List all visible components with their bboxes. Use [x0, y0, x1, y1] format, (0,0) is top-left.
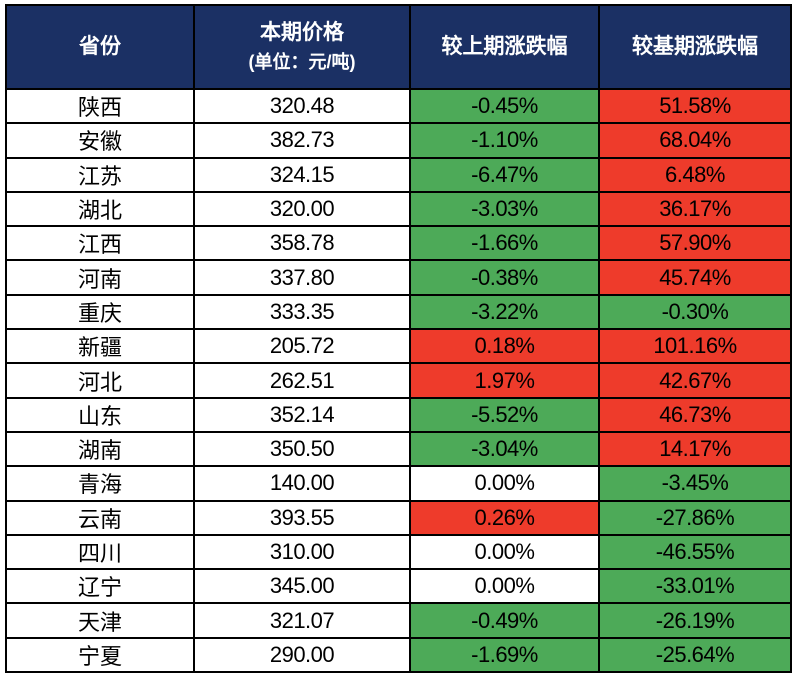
- chg-prev-cell: 0.00%: [409, 533, 600, 571]
- chg-base-cell: -27.86%: [598, 499, 792, 536]
- header-row: 省份 本期价格 (单位：元/吨) 较上期涨跌幅 较基期涨跌幅: [5, 4, 792, 90]
- price-cell: 140.00: [193, 465, 411, 502]
- province-cell: 山东: [5, 396, 195, 433]
- chg-base-cell: -46.55%: [598, 533, 792, 571]
- table-row: 天津 321.07 -0.49% -26.19%: [5, 602, 792, 639]
- chg-base-cell: 14.17%: [598, 430, 792, 468]
- chg-prev-cell: -0.45%: [409, 87, 600, 125]
- price-cell: 382.73: [193, 122, 411, 159]
- chg-prev-cell: 1.97%: [409, 362, 600, 399]
- chg-base-cell: 6.48%: [598, 156, 792, 193]
- table-header: 省份 本期价格 (单位：元/吨) 较上期涨跌幅 较基期涨跌幅: [5, 4, 792, 90]
- chg-prev-cell: -3.22%: [409, 293, 600, 331]
- province-cell: 四川: [5, 533, 195, 571]
- chg-base-cell: -26.19%: [598, 602, 792, 639]
- table-row: 云南 393.55 0.26% -27.86%: [5, 499, 792, 536]
- province-cell: 安徽: [5, 122, 195, 159]
- price-cell: 205.72: [193, 328, 411, 365]
- price-cell: 320.00: [193, 190, 411, 228]
- price-header-unit: (单位：元/吨): [248, 52, 356, 73]
- chg-prev-cell: -1.10%: [409, 122, 600, 159]
- table-row: 陕西 320.48 -0.45% 51.58%: [5, 87, 792, 125]
- table-row: 辽宁 345.00 0.00% -33.01%: [5, 568, 792, 605]
- chg-base-cell: 51.58%: [598, 87, 792, 125]
- chg-prev-cell: 0.00%: [409, 568, 600, 605]
- chg-base-cell: 42.67%: [598, 362, 792, 399]
- province-cell: 辽宁: [5, 568, 195, 605]
- price-cell: 333.35: [193, 293, 411, 331]
- chg-prev-cell: -3.03%: [409, 190, 600, 228]
- table-row: 湖北 320.00 -3.03% 36.17%: [5, 190, 792, 228]
- table-row: 新疆 205.72 0.18% 101.16%: [5, 328, 792, 365]
- col-header-chg-prev: 较上期涨跌幅: [409, 4, 600, 90]
- province-cell: 湖南: [5, 430, 195, 468]
- price-cell: 350.50: [193, 430, 411, 468]
- price-cell: 345.00: [193, 568, 411, 605]
- chg-base-cell: -33.01%: [598, 568, 792, 605]
- table-row: 江西 358.78 -1.66% 57.90%: [5, 225, 792, 262]
- province-cell: 新疆: [5, 328, 195, 365]
- price-cell: 393.55: [193, 499, 411, 536]
- table-row: 江苏 324.15 -6.47% 6.48%: [5, 156, 792, 193]
- chg-base-cell: -0.30%: [598, 293, 792, 331]
- chg-base-cell: 45.74%: [598, 259, 792, 296]
- price-table: 省份 本期价格 (单位：元/吨) 较上期涨跌幅 较基期涨跌幅 陕西 320.48-…: [5, 4, 792, 674]
- chg-prev-cell: -1.66%: [409, 225, 600, 262]
- chg-prev-cell: -1.69%: [409, 636, 600, 674]
- province-cell: 河南: [5, 259, 195, 296]
- chg-prev-cell: -0.38%: [409, 259, 600, 296]
- province-cell: 江苏: [5, 156, 195, 193]
- table-row: 青海 140.00 0.00% -3.45%: [5, 465, 792, 502]
- table-row: 安徽 382.73 -1.10% 68.04%: [5, 122, 792, 159]
- chg-base-cell: 46.73%: [598, 396, 792, 433]
- table-row: 湖南 350.50 -3.04% 14.17%: [5, 430, 792, 468]
- col-header-chg-base: 较基期涨跌幅: [598, 4, 792, 90]
- col-header-province: 省份: [5, 4, 195, 90]
- chg-base-cell: 36.17%: [598, 190, 792, 228]
- province-cell: 云南: [5, 499, 195, 536]
- table-row: 宁夏 290.00 -1.69% -25.64%: [5, 636, 792, 674]
- chg-prev-cell: -5.52%: [409, 396, 600, 433]
- price-header-title: 本期价格: [260, 21, 344, 45]
- province-cell: 青海: [5, 465, 195, 502]
- price-cell: 324.15: [193, 156, 411, 193]
- table-row: 河南 337.80 -0.38% 45.74%: [5, 259, 792, 296]
- province-cell: 河北: [5, 362, 195, 399]
- province-cell: 宁夏: [5, 636, 195, 674]
- chg-prev-cell: -3.04%: [409, 430, 600, 468]
- province-cell: 江西: [5, 225, 195, 262]
- chg-prev-cell: -6.47%: [409, 156, 600, 193]
- chg-prev-cell: 0.26%: [409, 499, 600, 536]
- province-cell: 天津: [5, 602, 195, 639]
- chg-base-cell: -3.45%: [598, 465, 792, 502]
- chg-base-cell: 57.90%: [598, 225, 792, 262]
- chg-prev-cell: 0.00%: [409, 465, 600, 502]
- chg-base-cell: -25.64%: [598, 636, 792, 674]
- price-cell: 358.78: [193, 225, 411, 262]
- table-row: 山东 352.14 -5.52% 46.73%: [5, 396, 792, 433]
- table-body: 陕西 320.48 -0.45% 51.58% 安徽 382.73 -1.10% 68.04%…: [5, 87, 792, 674]
- price-cell: 352.14: [193, 396, 411, 433]
- province-cell: 湖北: [5, 190, 195, 228]
- price-cell: 310.00: [193, 533, 411, 571]
- province-cell: 重庆: [5, 293, 195, 331]
- table-row: 重庆 333.35 -3.22% -0.30%: [5, 293, 792, 331]
- chg-base-cell: 101.16%: [598, 328, 792, 365]
- chg-prev-cell: 0.18%: [409, 328, 600, 365]
- price-cell: 262.51: [193, 362, 411, 399]
- chg-prev-cell: -0.49%: [409, 602, 600, 639]
- price-cell: 320.48: [193, 87, 411, 125]
- price-cell: 290.00: [193, 636, 411, 674]
- col-header-price: 本期价格 (单位：元/吨): [193, 4, 411, 90]
- table-row: 河北 262.51 1.97% 42.67%: [5, 362, 792, 399]
- table-row: 四川 310.00 0.00% -46.55%: [5, 533, 792, 571]
- chg-base-cell: 68.04%: [598, 122, 792, 159]
- price-cell: 337.80: [193, 259, 411, 296]
- price-cell: 321.07: [193, 602, 411, 639]
- province-cell: 陕西: [5, 87, 195, 125]
